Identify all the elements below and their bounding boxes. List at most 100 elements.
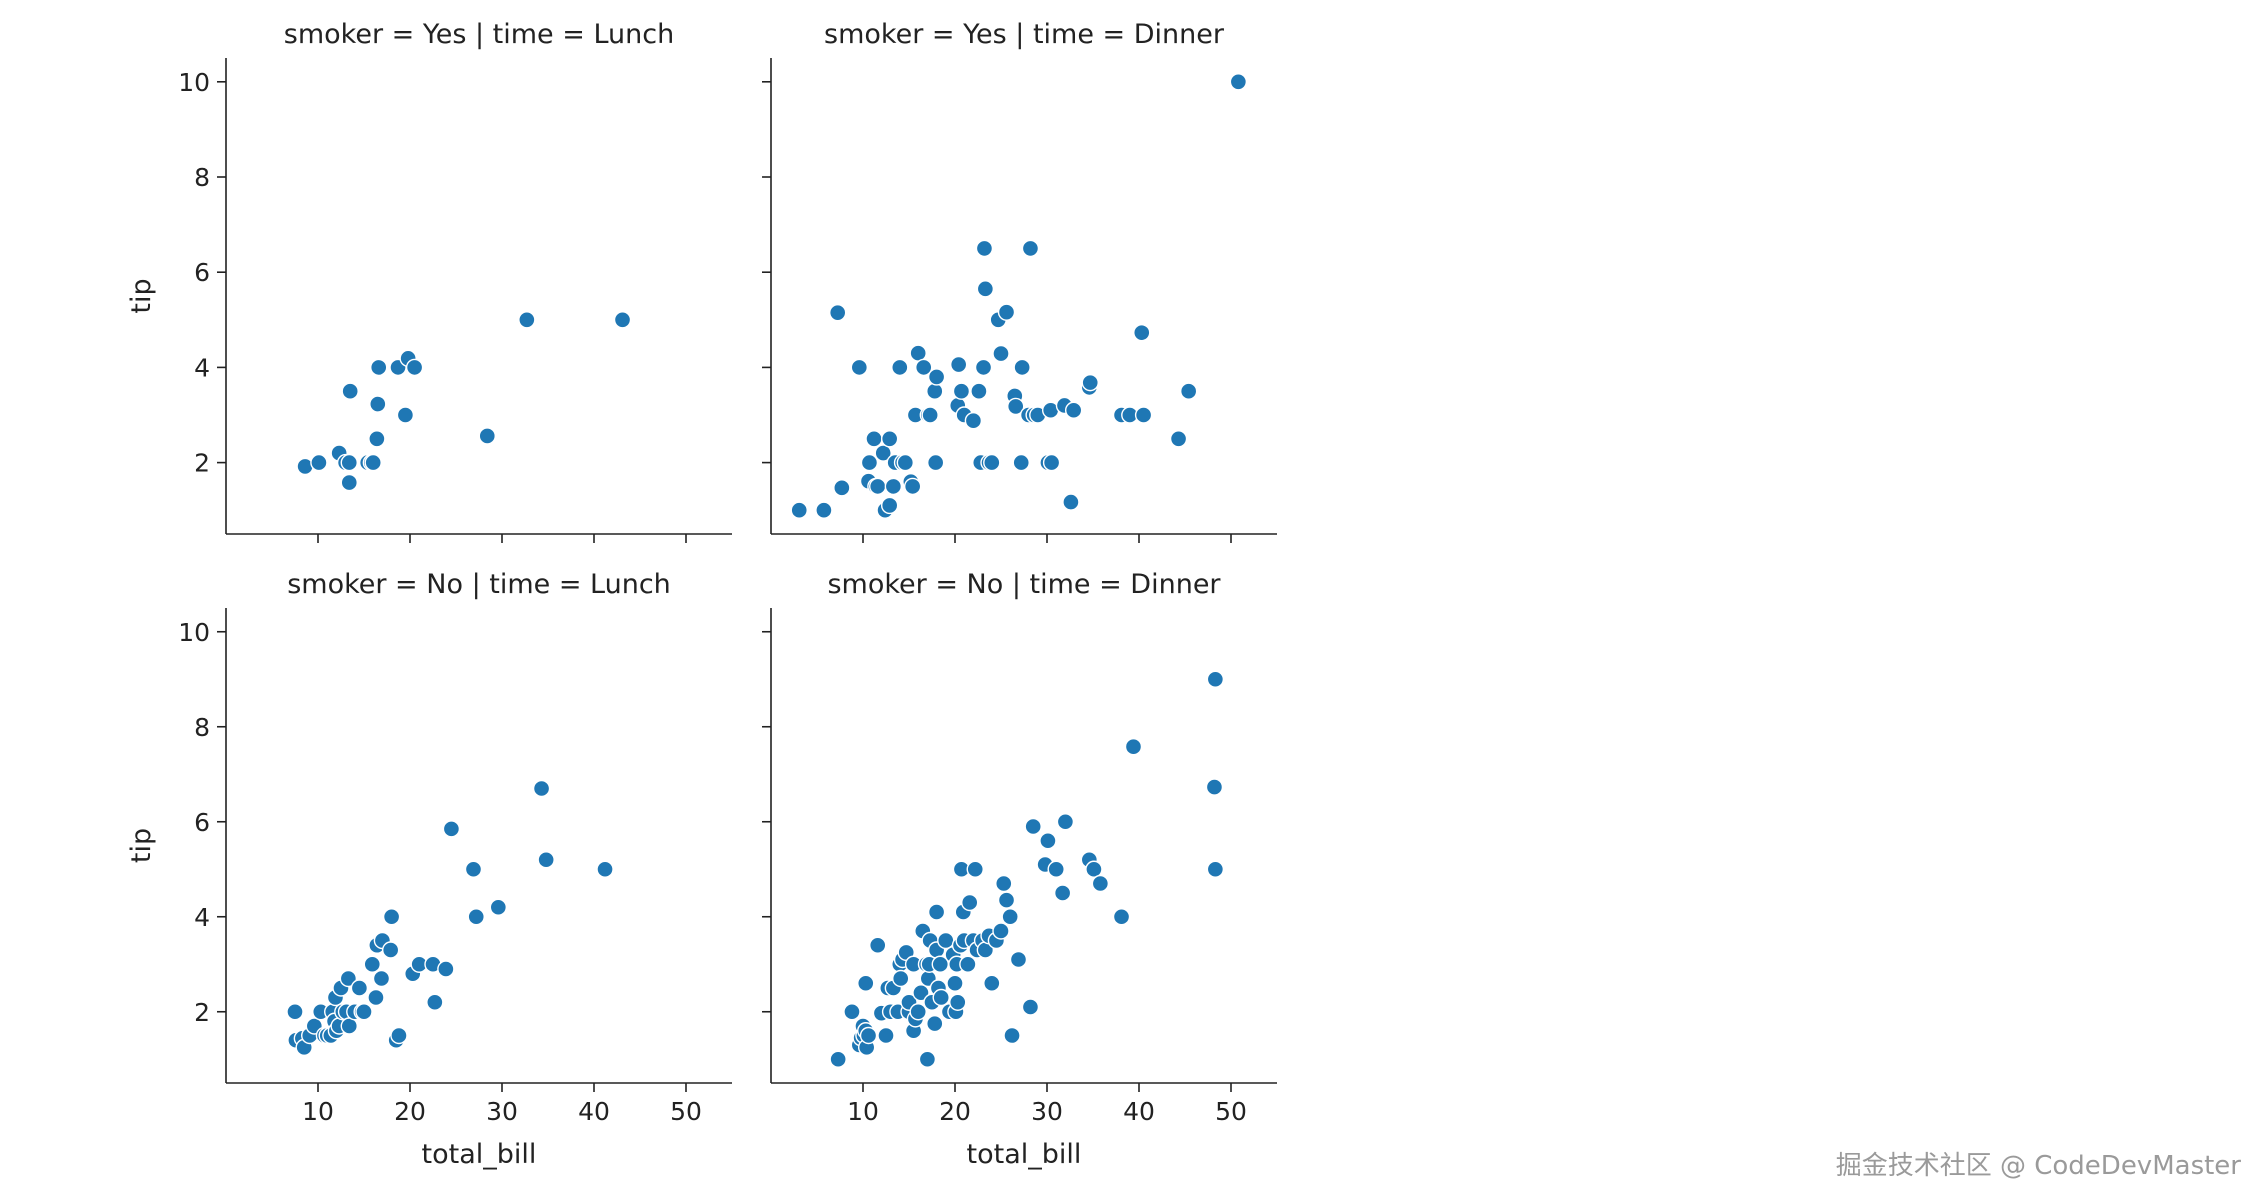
scatter-point bbox=[937, 931, 955, 950]
scatter-point bbox=[1169, 430, 1188, 448]
scatter-point bbox=[909, 1003, 927, 1021]
scatter-point bbox=[946, 974, 964, 992]
scatter-point bbox=[368, 430, 386, 448]
scatter-point bbox=[405, 358, 424, 377]
y-tick-label: 2 bbox=[194, 998, 210, 1027]
scatter-point bbox=[1124, 738, 1143, 756]
scatter-point bbox=[1042, 453, 1061, 472]
scatter-point bbox=[1056, 813, 1075, 831]
scatter-point bbox=[1112, 908, 1131, 926]
scatter-point bbox=[1013, 358, 1031, 377]
watermark: 掘金技术社区 @ CodeDevMaster bbox=[1835, 1151, 2241, 1181]
scatter-point bbox=[1007, 397, 1025, 416]
scatter-point bbox=[949, 355, 968, 374]
scatter-point bbox=[877, 1026, 895, 1045]
scatter-point bbox=[926, 382, 944, 400]
scatter-point bbox=[874, 444, 892, 462]
scatter-point bbox=[915, 358, 933, 377]
scatter-point bbox=[355, 1003, 373, 1021]
x-tick-label: 50 bbox=[670, 1097, 702, 1126]
y-tick-label: 4 bbox=[194, 353, 210, 382]
scatter-point bbox=[1229, 73, 1248, 91]
scatter-point bbox=[339, 969, 358, 988]
scatter-point bbox=[966, 860, 984, 878]
x-tick-label: 10 bbox=[847, 1097, 879, 1126]
x-axis-label: total_bill bbox=[967, 1139, 1082, 1170]
scatter-point bbox=[903, 477, 922, 496]
scatter-point bbox=[880, 430, 899, 448]
scatter-point bbox=[426, 993, 444, 1011]
scatter-point bbox=[1039, 832, 1057, 850]
scatter-point bbox=[363, 955, 381, 973]
scatter-point bbox=[596, 860, 614, 878]
scatter-point bbox=[341, 382, 359, 400]
x-tick-label: 50 bbox=[1215, 1097, 1247, 1126]
scatter-point bbox=[970, 382, 988, 400]
scatter-point bbox=[286, 1003, 304, 1021]
x-tick-label: 40 bbox=[578, 1097, 610, 1126]
scatter-point bbox=[1134, 406, 1153, 424]
scatter-point bbox=[382, 908, 401, 926]
x-tick-label: 40 bbox=[1123, 1097, 1155, 1126]
y-tick-label: 6 bbox=[194, 258, 210, 287]
scatter-point bbox=[884, 477, 903, 496]
scatter-point bbox=[995, 874, 1013, 893]
y-tick-label: 6 bbox=[194, 808, 210, 837]
scatter-point bbox=[364, 453, 382, 472]
scatter-point bbox=[918, 1050, 937, 1068]
scatter-point bbox=[372, 969, 391, 988]
scatter-point bbox=[381, 941, 400, 959]
scatter-point bbox=[859, 1026, 878, 1045]
y-tick-label: 4 bbox=[194, 903, 210, 932]
scatter-point bbox=[959, 955, 977, 973]
scatter-point bbox=[1205, 778, 1224, 796]
scatter-point bbox=[367, 988, 385, 1007]
panel-title: smoker = Yes | time = Lunch bbox=[284, 19, 674, 50]
scatter-point bbox=[1085, 860, 1103, 878]
scatter-point bbox=[518, 311, 536, 329]
scatter-point bbox=[892, 969, 910, 988]
scatter-point bbox=[964, 412, 983, 430]
scatter-point bbox=[310, 453, 328, 472]
scatter-point bbox=[912, 984, 930, 1002]
scatter-point bbox=[833, 479, 851, 497]
scatter-point bbox=[1001, 908, 1019, 926]
y-axis-label: tip bbox=[126, 828, 157, 863]
scatter-point bbox=[860, 453, 879, 472]
scatter-point bbox=[926, 1014, 944, 1033]
scatter-point bbox=[850, 358, 869, 377]
scatter-point bbox=[350, 979, 369, 997]
scatter-point bbox=[992, 344, 1010, 363]
scatter-point bbox=[1206, 670, 1225, 688]
scatter-point bbox=[983, 453, 1001, 472]
scatter-point bbox=[843, 1003, 861, 1021]
scatter-point bbox=[1133, 323, 1151, 342]
scatter-point bbox=[983, 974, 1001, 992]
scatter-point bbox=[857, 974, 875, 992]
y-tick-label: 2 bbox=[194, 449, 210, 478]
scatter-point bbox=[370, 358, 388, 377]
panel-smoker-yes-dinner: smoker = Yes | time = Dinner bbox=[762, 19, 1277, 543]
scatter-point bbox=[997, 303, 1016, 321]
scatter-point bbox=[829, 303, 847, 322]
scatter-point bbox=[1091, 874, 1110, 893]
scatter-point bbox=[1064, 401, 1083, 419]
scatter-point bbox=[790, 501, 808, 519]
scatter-point bbox=[926, 453, 945, 472]
scatter-point bbox=[961, 893, 979, 912]
scatter-point bbox=[891, 358, 909, 377]
x-axis-label: total_bill bbox=[422, 1139, 537, 1170]
panel-title: smoker = Yes | time = Dinner bbox=[824, 19, 1225, 50]
y-tick-label: 8 bbox=[194, 163, 210, 192]
scatter-point bbox=[1206, 860, 1225, 878]
scatter-point bbox=[869, 477, 887, 496]
scatter-point bbox=[927, 368, 946, 386]
scatter-point bbox=[613, 311, 632, 329]
scatter-point bbox=[390, 1026, 408, 1045]
panel-title: smoker = No | time = Dinner bbox=[827, 569, 1221, 600]
scatter-point bbox=[1003, 1026, 1021, 1045]
scatter-point bbox=[1024, 817, 1042, 836]
x-tick-label: 20 bbox=[939, 1097, 971, 1126]
scatter-point bbox=[921, 406, 939, 424]
scatter-point bbox=[437, 960, 455, 978]
